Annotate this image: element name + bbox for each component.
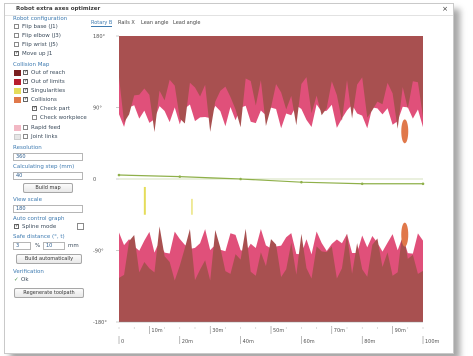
path-point <box>360 182 364 186</box>
flip-base-checkbox[interactable] <box>14 24 19 29</box>
ok-label: Ok <box>21 277 29 283</box>
out-of-limits-checkbox[interactable] <box>23 78 28 84</box>
x-tick-label: 100m <box>425 339 440 345</box>
collisions-swatch <box>14 97 21 103</box>
collision-map-header: Collision Map <box>13 62 50 68</box>
safe-pct-label: % <box>35 243 41 249</box>
verification-label: Verification <box>13 269 44 275</box>
collisions-label: Collisions <box>31 97 57 103</box>
collision-blob-upper <box>401 119 409 144</box>
check-workpiece-checkbox[interactable] <box>32 115 37 120</box>
step-input[interactable]: 40 <box>13 172 83 180</box>
robot-config-header: Robot configuration <box>13 16 68 22</box>
path-point <box>421 182 425 186</box>
out-of-reach-checkbox[interactable] <box>23 69 28 75</box>
x-tick-label: 60m <box>303 339 314 345</box>
y-tick-label: 180° <box>93 34 106 40</box>
close-icon[interactable]: × <box>442 5 448 13</box>
view-scale-label: View scale <box>13 197 42 203</box>
resolution-label: Resolution <box>13 145 42 151</box>
rapid-feed-checkbox[interactable] <box>23 125 28 130</box>
path-point <box>178 175 182 178</box>
y-tick-label: -180° <box>93 320 107 326</box>
singularities-checkbox[interactable] <box>23 87 28 93</box>
singularities-swatch <box>14 88 21 94</box>
title-bar: Robot extra axes optimizer × <box>5 4 453 16</box>
tab-lean-angle[interactable]: Lean angle <box>141 20 169 26</box>
x-tick-label: 20m <box>182 339 193 345</box>
singularities-label: Singularities <box>31 88 66 94</box>
collision-blob-lower <box>401 222 409 247</box>
x-tick-label-upper: 50m <box>273 328 284 334</box>
y-tick-label: 0 <box>93 177 96 183</box>
x-tick-label-upper: 30m <box>212 328 223 334</box>
collisions-checkbox[interactable] <box>23 96 28 102</box>
check-part-checkbox[interactable] <box>32 105 37 111</box>
joint-links-checkbox[interactable] <box>23 134 28 139</box>
check-part-label: Check part <box>40 106 70 112</box>
x-tick-label-upper: 70m <box>334 328 345 334</box>
settings-panel: Robot configuration Flip base (J1) Flip … <box>13 16 87 350</box>
path-point <box>117 173 121 177</box>
tab-rotary-b[interactable]: Rotary B <box>91 20 113 27</box>
out-of-reach-swatch <box>14 70 21 76</box>
build-map-button[interactable]: Build map <box>23 183 73 193</box>
out-of-reach-region-top <box>119 36 423 133</box>
regenerate-toolpath-button[interactable]: Regenerate toolpath <box>14 288 84 298</box>
x-tick-label: 80m <box>364 339 375 345</box>
move-up-checkbox[interactable] <box>14 50 19 56</box>
rapid-feed-swatch <box>14 125 21 131</box>
window-title: Robot extra axes optimizer <box>16 6 101 12</box>
y-tick-label: 90° <box>93 106 102 112</box>
collision-chart-svg: 180° 90° 0 -90° -180° 0 20m 40m 60m 80m 100m 10m 30m… <box>93 34 440 345</box>
flip-base-label: Flip base (J1) <box>22 24 58 30</box>
safe-distance-label: Safe distance (°, t) <box>13 234 65 240</box>
x-tick-label: 0 <box>121 339 124 345</box>
spline-mode-checkbox[interactable] <box>14 223 19 229</box>
flip-elbow-label: Flip elbow (J3) <box>22 33 61 39</box>
out-of-reach-region-bottom <box>119 226 423 322</box>
flip-wrist-checkbox[interactable] <box>14 42 19 47</box>
ok-check-icon: ✓ <box>14 277 19 283</box>
joint-links-label: Joint links <box>31 134 58 140</box>
spline-mode-label: Spline mode <box>22 224 57 230</box>
safe-unit-label: mm <box>68 243 79 249</box>
resolution-input[interactable]: 360 <box>13 153 83 161</box>
tab-lead-angle[interactable]: Lead angle <box>173 20 201 26</box>
x-tick-label-upper: 10m <box>151 328 162 334</box>
out-of-limits-swatch <box>14 79 21 85</box>
x-tick-label-upper: 90m <box>395 328 406 334</box>
collision-chart[interactable]: 180° 90° 0 -90° -180° 0 20m 40m 60m 80m 100m 10m 30m… <box>91 30 453 352</box>
optimizer-window: Robot extra axes optimizer × Robot confi… <box>4 3 454 354</box>
joint-links-swatch <box>14 134 21 140</box>
path-point <box>300 180 303 184</box>
build-auto-button[interactable]: Build automatically <box>16 254 82 264</box>
out-of-reach-label: Out of reach <box>31 70 66 76</box>
path-line <box>118 174 423 185</box>
safe-deg-input[interactable]: 3 <box>13 242 31 250</box>
flip-wrist-label: Flip wrist (J5) <box>22 42 58 48</box>
out-of-limits-label: Out of limits <box>31 79 65 85</box>
tab-rails-x[interactable]: Rails X <box>118 20 135 26</box>
path-point <box>239 177 242 181</box>
step-label: Calculating step (mm) <box>13 164 75 170</box>
auto-graph-label: Auto control graph <box>13 216 65 222</box>
y-tick-label: -90° <box>93 249 104 255</box>
rapid-feed-label: Rapid feed <box>31 125 61 131</box>
x-tick-label: 40m <box>243 339 254 345</box>
move-up-label: Move up J1 <box>22 51 53 57</box>
view-scale-input[interactable]: 180 <box>13 205 83 213</box>
safe-val-input[interactable]: 10 <box>43 242 65 250</box>
flip-elbow-checkbox[interactable] <box>14 33 19 38</box>
spline-settings-button[interactable] <box>77 223 84 230</box>
check-workpiece-label: Check workpiece <box>40 115 87 121</box>
